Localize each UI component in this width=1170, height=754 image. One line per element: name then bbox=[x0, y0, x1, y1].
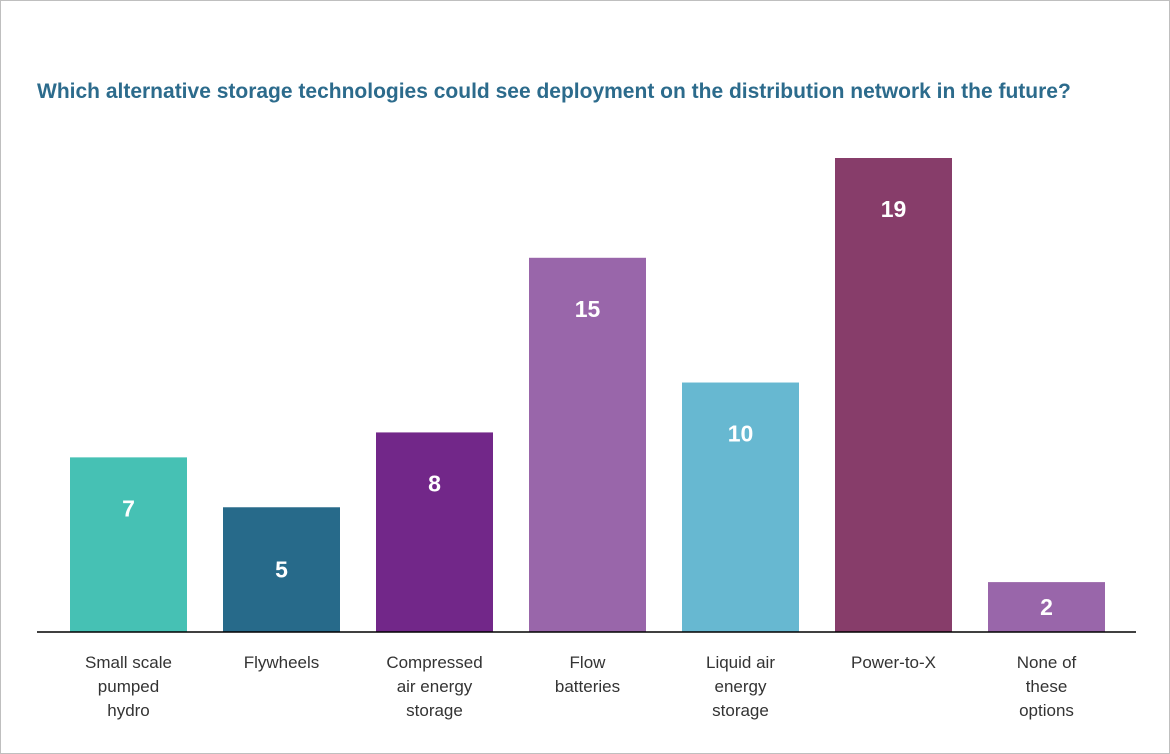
category-label-7: None of these options bbox=[1017, 653, 1077, 720]
bar-3 bbox=[376, 432, 493, 632]
bar-value-label-7: 2 bbox=[1040, 594, 1053, 620]
category-labels-group: Small scale pumped hydro Flywheels Compresse… bbox=[85, 653, 1077, 720]
category-label-line: Power-to-X bbox=[851, 653, 936, 672]
category-label-3: Compressed air energy storage bbox=[386, 653, 482, 720]
category-label-line: batteries bbox=[555, 677, 620, 696]
bar-4 bbox=[529, 257, 646, 632]
category-label-line: storage bbox=[712, 701, 769, 720]
category-label-line: storage bbox=[406, 701, 463, 720]
bar-6 bbox=[835, 158, 952, 632]
category-label-6: Power-to-X bbox=[851, 653, 936, 672]
category-label-1: Small scale pumped hydro bbox=[85, 653, 172, 720]
category-label-line: None of bbox=[1017, 653, 1077, 672]
bar-5 bbox=[682, 382, 799, 632]
category-label-2: Flywheels bbox=[244, 653, 320, 672]
category-label-line: Small scale bbox=[85, 653, 172, 672]
bar-2 bbox=[223, 507, 340, 632]
category-label-line: hydro bbox=[107, 701, 150, 720]
bar-value-label-1: 7 bbox=[122, 495, 135, 521]
category-label-line: these bbox=[1026, 677, 1068, 696]
bar-value-label-2: 5 bbox=[275, 557, 288, 583]
category-label-line: Flywheels bbox=[244, 653, 320, 672]
bar-value-label-4: 15 bbox=[575, 296, 601, 322]
category-label-line: options bbox=[1019, 701, 1074, 720]
bar-value-label-6: 19 bbox=[881, 196, 907, 222]
category-label-line: Liquid air bbox=[706, 653, 775, 672]
bar-1 bbox=[70, 457, 187, 632]
category-label-line: Compressed bbox=[386, 653, 482, 672]
category-label-line: air energy bbox=[397, 677, 473, 696]
chart-title: Which alternative storage technologies c… bbox=[37, 80, 1071, 103]
category-label-line: Flow bbox=[570, 653, 607, 672]
category-label-line: pumped bbox=[98, 677, 159, 696]
category-label-4: Flow batteries bbox=[555, 653, 620, 696]
category-label-line: energy bbox=[715, 677, 767, 696]
bar-value-label-5: 10 bbox=[728, 421, 754, 447]
bar-7 bbox=[988, 582, 1105, 632]
bar-value-label-3: 8 bbox=[428, 470, 441, 496]
category-label-5: Liquid air energy storage bbox=[706, 653, 775, 720]
bars-group: 7 5 8 15 10 19 2 bbox=[70, 158, 1105, 632]
